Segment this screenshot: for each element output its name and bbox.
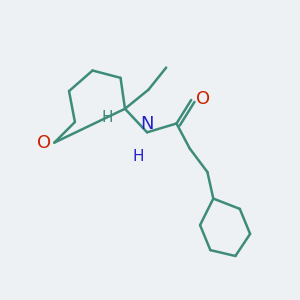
Text: N: N bbox=[140, 115, 154, 133]
Text: O: O bbox=[196, 90, 210, 108]
Text: O: O bbox=[37, 134, 51, 152]
Text: H: H bbox=[133, 149, 144, 164]
Text: H: H bbox=[102, 110, 113, 125]
